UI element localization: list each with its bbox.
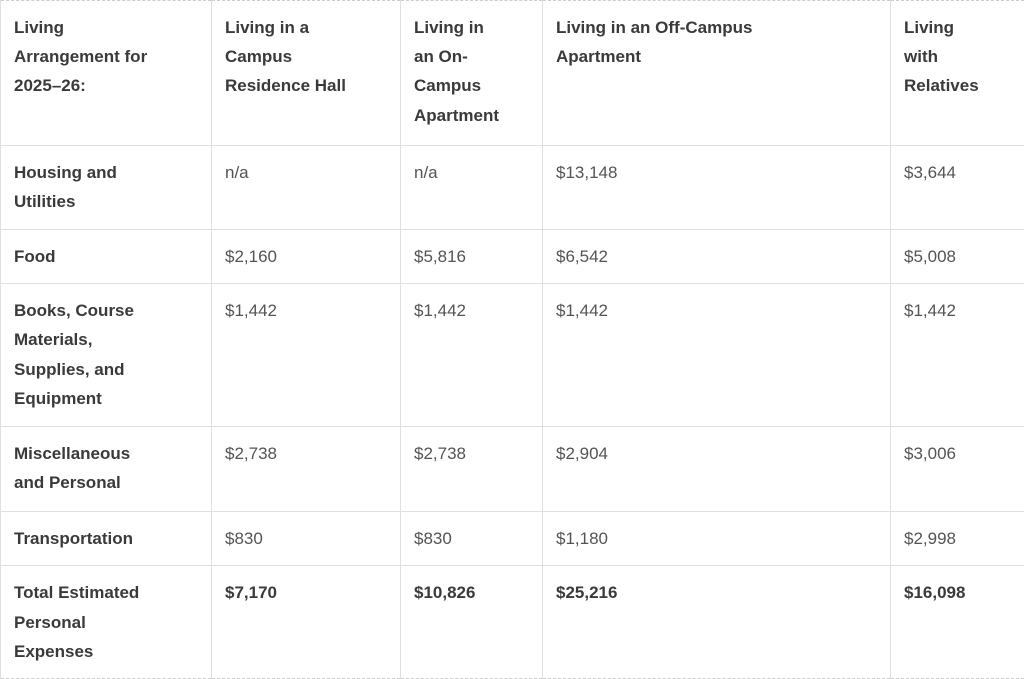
cell-misc-off-campus-apartment: $2,904 bbox=[543, 427, 891, 512]
cell-books-on-campus-apartment: $1,442 bbox=[401, 284, 543, 427]
cell-housing-relatives: $3,644 bbox=[891, 146, 1024, 230]
cell-housing-residence-hall: n/a bbox=[212, 146, 401, 230]
row-label-books-course-materials: Books, Course Materials, Supplies, and E… bbox=[1, 284, 212, 427]
table-row-food: Food $2,160 $5,816 $6,542 $5,008 bbox=[1, 230, 1024, 284]
header-cell-living-with-relatives: Living with Relatives bbox=[891, 1, 1024, 146]
row-label-food: Food bbox=[1, 230, 212, 284]
cell-books-off-campus-apartment: $1,442 bbox=[543, 284, 891, 427]
table-header-row: Living Arrangement for 2025–26: Living i… bbox=[1, 1, 1024, 146]
cell-books-residence-hall: $1,442 bbox=[212, 284, 401, 427]
row-label-transportation: Transportation bbox=[1, 512, 212, 566]
table-row-miscellaneous-and-personal: Miscellaneous and Personal $2,738 $2,738… bbox=[1, 427, 1024, 512]
cell-misc-relatives: $3,006 bbox=[891, 427, 1024, 512]
cell-total-off-campus-apartment: $25,216 bbox=[543, 566, 891, 679]
row-label-total-estimated-personal-expenses: Total Estimated Personal Expenses bbox=[1, 566, 212, 679]
cell-housing-off-campus-apartment: $13,148 bbox=[543, 146, 891, 230]
table-row-transportation: Transportation $830 $830 $1,180 $2,998 bbox=[1, 512, 1024, 566]
header-cell-off-campus-apartment: Living in an Off-Campus Apartment bbox=[543, 1, 891, 146]
table-row-books-course-materials: Books, Course Materials, Supplies, and E… bbox=[1, 284, 1024, 427]
row-label-miscellaneous-and-personal: Miscellaneous and Personal bbox=[1, 427, 212, 512]
cell-books-relatives: $1,442 bbox=[891, 284, 1024, 427]
cell-total-relatives: $16,098 bbox=[891, 566, 1024, 679]
cell-transport-relatives: $2,998 bbox=[891, 512, 1024, 566]
cell-housing-on-campus-apartment: n/a bbox=[401, 146, 543, 230]
cell-total-residence-hall: $7,170 bbox=[212, 566, 401, 679]
cell-transport-on-campus-apartment: $830 bbox=[401, 512, 543, 566]
cell-misc-residence-hall: $2,738 bbox=[212, 427, 401, 512]
row-label-housing-and-utilities: Housing and Utilities bbox=[1, 146, 212, 230]
header-cell-on-campus-apartment: Living in an On- Campus Apartment bbox=[401, 1, 543, 146]
cell-transport-residence-hall: $830 bbox=[212, 512, 401, 566]
cell-food-relatives: $5,008 bbox=[891, 230, 1024, 284]
cell-food-on-campus-apartment: $5,816 bbox=[401, 230, 543, 284]
table-row-housing-and-utilities: Housing and Utilities n/a n/a $13,148 $3… bbox=[1, 146, 1024, 230]
cell-transport-off-campus-apartment: $1,180 bbox=[543, 512, 891, 566]
cell-food-residence-hall: $2,160 bbox=[212, 230, 401, 284]
header-cell-living-arrangement: Living Arrangement for 2025–26: bbox=[1, 1, 212, 146]
cell-total-on-campus-apartment: $10,826 bbox=[401, 566, 543, 679]
cell-food-off-campus-apartment: $6,542 bbox=[543, 230, 891, 284]
table-row-total-estimated-personal-expenses: Total Estimated Personal Expenses $7,170… bbox=[1, 566, 1024, 679]
cell-misc-on-campus-apartment: $2,738 bbox=[401, 427, 543, 512]
header-cell-campus-residence-hall: Living in a Campus Residence Hall bbox=[212, 1, 401, 146]
